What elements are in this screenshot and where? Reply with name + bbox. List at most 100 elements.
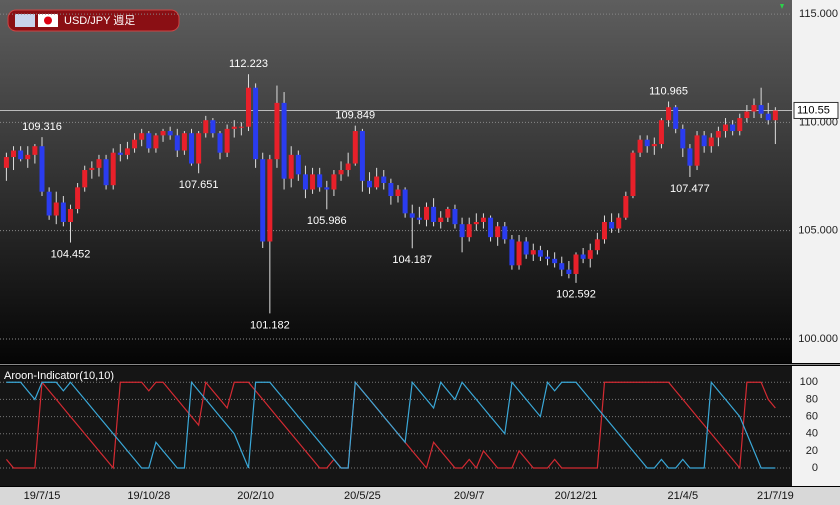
candle-body <box>459 224 465 238</box>
candle-body <box>46 191 52 216</box>
flag-jp-sun <box>44 16 52 25</box>
time-axis <box>0 487 840 505</box>
x-tick-label: 21/4/5 <box>668 490 699 502</box>
candle-body <box>39 146 45 192</box>
candle-body <box>480 217 486 223</box>
y-tick-label: 110.000 <box>799 116 838 128</box>
candle-body <box>110 152 116 186</box>
x-tick-label: 20/9/7 <box>454 490 485 502</box>
candle-body <box>772 110 778 121</box>
candle-body <box>552 258 558 264</box>
candle-body <box>260 159 266 242</box>
candle-body <box>32 146 38 155</box>
candle-body <box>431 206 437 223</box>
candle-body <box>395 189 401 197</box>
x-tick-label: 21/7/19 <box>757 490 794 502</box>
candle-body <box>765 113 771 121</box>
candle-body <box>238 126 244 128</box>
indicator-line <box>6 380 776 469</box>
candle-body <box>253 87 259 160</box>
candle-body <box>153 135 159 149</box>
candle-body <box>666 107 672 121</box>
price-annotation: 104.187 <box>392 254 432 266</box>
candle-body <box>701 135 707 147</box>
candle-body <box>609 222 615 229</box>
price-annotation: 102.592 <box>556 289 596 301</box>
candle-body <box>288 154 294 179</box>
candle-body <box>559 263 565 270</box>
x-tick-label: 20/12/21 <box>555 490 598 502</box>
candle-body <box>11 150 17 158</box>
y-tick-label: 105.000 <box>798 225 838 237</box>
candle-body <box>174 135 180 151</box>
candle-body <box>452 209 458 225</box>
candle-body <box>274 102 280 160</box>
price-annotation: 101.182 <box>250 319 290 331</box>
chart-title: USD/JPY 週足 <box>64 14 135 27</box>
candle-body <box>132 139 138 149</box>
candle-body <box>3 157 9 168</box>
price-annotation: 110.965 <box>649 85 688 97</box>
y-tick-label: 60 <box>806 410 818 422</box>
y-tick-label: 0 <box>812 462 818 474</box>
y-tick-label: 100.000 <box>798 333 838 345</box>
candle-body <box>523 241 529 255</box>
candle-body <box>601 222 607 240</box>
candle-body <box>124 148 130 155</box>
candle-body <box>473 222 479 225</box>
candle-body <box>438 217 444 223</box>
candle-body <box>146 133 152 149</box>
x-tick-label: 20/2/10 <box>237 490 274 502</box>
candle-body <box>502 226 508 240</box>
candle-body <box>374 176 380 188</box>
candle-body <box>160 131 166 136</box>
candle-body <box>630 152 636 197</box>
candle-body <box>723 124 729 132</box>
price-annotation: 109.849 <box>335 110 375 122</box>
candle-body <box>281 102 287 179</box>
candle-body <box>352 131 358 164</box>
candle-body <box>580 254 586 259</box>
candle-body <box>196 133 202 164</box>
candle-body <box>139 133 145 140</box>
candle-body <box>708 137 714 147</box>
candle-body <box>338 170 344 175</box>
indicator-title: Aroon-Indicator(10,10) <box>4 370 114 382</box>
candle-body <box>715 131 721 138</box>
candle-body <box>758 105 764 114</box>
candle-body <box>402 189 408 214</box>
y-tick-label: 80 <box>806 393 818 405</box>
last-price-box <box>793 101 839 119</box>
candle-body <box>381 176 387 184</box>
candle-body <box>18 150 24 160</box>
candle-body <box>359 131 365 181</box>
candle-body <box>317 174 323 188</box>
candle-body <box>103 159 109 186</box>
candle-body <box>388 183 394 197</box>
candle-body <box>245 87 251 127</box>
indicator-panel <box>0 366 792 486</box>
candle-body <box>331 174 337 190</box>
indicator-axis <box>792 366 840 486</box>
candle-body <box>75 187 81 210</box>
y-tick-label: 40 <box>806 428 818 440</box>
candle-body <box>488 217 494 238</box>
candle-body <box>466 224 472 238</box>
flag-us <box>15 14 35 27</box>
candle-body <box>530 250 536 255</box>
candle-body <box>231 126 237 129</box>
candle-body <box>96 159 102 168</box>
candle-body <box>224 128 230 153</box>
price-annotation: 104.452 <box>51 248 91 260</box>
y-tick-label: 115.000 <box>799 8 838 20</box>
marker <box>780 4 784 9</box>
candle-body <box>53 202 59 216</box>
candle-body <box>217 133 223 153</box>
candle-body <box>651 144 657 147</box>
candle-body <box>637 139 643 153</box>
candle-body <box>730 124 736 132</box>
x-tick-label: 20/5/25 <box>344 490 381 502</box>
price-axis <box>792 0 840 363</box>
candle-body <box>82 170 88 188</box>
